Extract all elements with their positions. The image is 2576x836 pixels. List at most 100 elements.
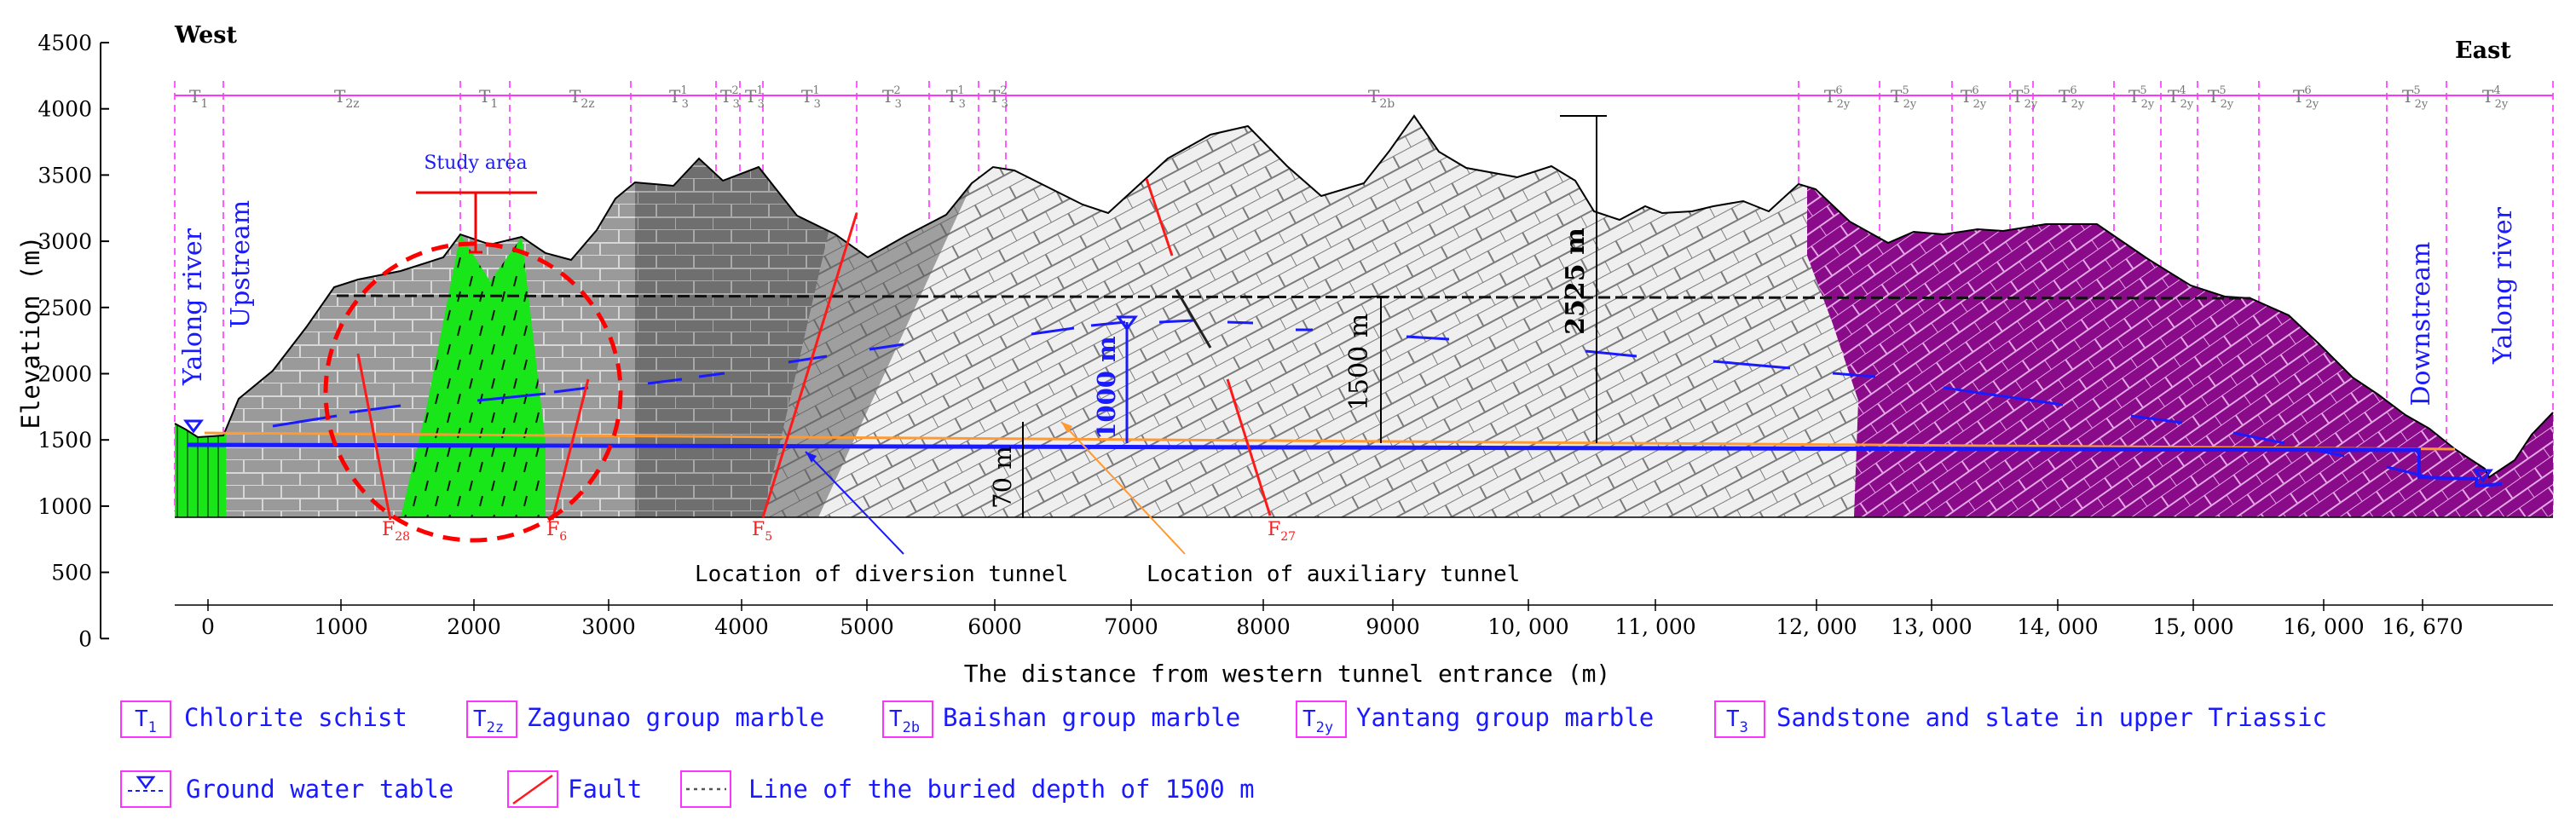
svg-text:T13: T1 3 — [669, 84, 689, 111]
svg-text:T13: T1 3 — [745, 84, 765, 111]
x-tick-label: 14, 000 — [2017, 614, 2098, 639]
y-tick-label: 2000 — [38, 362, 92, 387]
diversion-tunnel-line — [187, 442, 2422, 453]
legend-item-water-table: Ground water table — [120, 770, 453, 808]
diversion-tunnel-pointer — [805, 451, 904, 555]
t2y-label: T5 2y — [2208, 84, 2234, 111]
yalong-river-west-label: Yalong river — [178, 228, 208, 386]
study-area-marker — [416, 191, 537, 254]
x-tick-label: 5000 — [840, 614, 894, 639]
t2y-label: T6 2y — [1961, 84, 1987, 111]
x-tick-label: 7000 — [1104, 614, 1158, 639]
legend-item-1500m-line: Line of the buried depth of 1500 m — [680, 770, 1255, 808]
svg-text:T2b: T2b — [889, 706, 920, 736]
legend-item-t1: T1 Chlorite schist — [120, 701, 407, 738]
x-tick-label: 15, 000 — [2152, 614, 2233, 639]
depth-2525-marker — [1560, 115, 1607, 443]
svg-text:Baishan group marble: Baishan group marble — [943, 703, 1240, 732]
svg-text:T2z: T2z — [569, 86, 595, 111]
x-tick-label: 9000 — [1366, 614, 1420, 639]
svg-text:T1: T1 — [189, 86, 208, 111]
west-heading: West — [174, 22, 237, 49]
y-tick-label: 0 — [78, 626, 92, 651]
y-tick-label: 1000 — [38, 494, 92, 519]
y-tick-label: 4500 — [38, 31, 92, 55]
svg-text:T1: T1 — [479, 86, 498, 111]
t2y-label: T5 2y — [2012, 84, 2038, 111]
depth-2525-label: 2525 m — [1561, 228, 1591, 335]
auxiliary-tunnel-label: Location of auxiliary tunnel — [1146, 562, 1520, 587]
east-heading: East — [2455, 37, 2511, 64]
study-area-circle — [323, 241, 623, 543]
svg-text:Ground water table: Ground water table — [186, 775, 453, 804]
faults — [356, 178, 1272, 521]
legend-item-t3: T3 Sandstone and slate in upper Triassic — [1714, 701, 2327, 738]
depth-1500-marker — [1371, 296, 1389, 443]
x-tick-label: 1000 — [314, 614, 368, 639]
t2y-label: T5 2y — [2402, 84, 2429, 111]
x-tick-label: 3000 — [581, 614, 636, 639]
water-table-symbol-east — [2473, 469, 2493, 483]
y-axis: 4500 4000 3500 3000 2500 2000 1500 1000 500 0 — [38, 31, 109, 651]
y-tick-label: 3500 — [38, 163, 92, 187]
svg-text:T13: T1 3 — [801, 84, 821, 111]
yalong-river-east-label: Yalong river — [2488, 206, 2518, 365]
svg-text:T2y: T2y — [1302, 706, 1333, 736]
y-tick-label: 2500 — [38, 296, 92, 320]
depth-1000-marker — [1116, 315, 1138, 443]
t2y-label: T6 2y — [1824, 84, 1851, 111]
terrain-profile — [174, 114, 2554, 479]
x-tick-label: 16, 000 — [2283, 614, 2364, 639]
svg-text:Yantang group marble: Yantang group marble — [1356, 703, 1654, 732]
t2y-label: T5 2y — [2128, 84, 2155, 111]
x-tick-label: 16, 670 — [2382, 614, 2463, 639]
diversion-tunnel-label: Location of diversion tunnel — [695, 562, 1068, 587]
downstream-label: Downstream — [2406, 242, 2436, 406]
t2y-label: T4 2y — [2168, 84, 2194, 111]
svg-text:T2z: T2z — [334, 86, 360, 111]
y-tick-label: 1500 — [38, 428, 92, 453]
t2y-label: T4 2y — [2482, 84, 2509, 111]
t2y-stratum-labels: T6 2y T5 2y T6 2y T5 2y T6 2y T5 2y T4 2y T5 2y T6 2y T5 2y… — [1824, 84, 2509, 111]
svg-text:T23: T2 3 — [989, 84, 1008, 111]
svg-text:F6: F6 — [546, 519, 567, 544]
x-tick-label: 11, 000 — [1614, 614, 1695, 639]
x-tick-label: 10, 000 — [1487, 614, 1568, 639]
t2y-label: T6 2y — [2293, 84, 2319, 111]
legend-item-t2b: T2b Baishan group marble — [882, 701, 1240, 738]
svg-text:Sandstone and slate in upper T: Sandstone and slate in upper Triassic — [1776, 703, 2327, 732]
t2y-label: T5 2y — [1891, 84, 1917, 111]
y-axis-label: Elevation (m) — [16, 236, 45, 430]
y-tick-label: 500 — [51, 561, 92, 585]
svg-text:F28: F28 — [382, 519, 410, 544]
legend-item-t2y: T2y Yantang group marble — [1296, 701, 1654, 738]
svg-text:F5: F5 — [752, 519, 772, 544]
svg-text:T2z: T2z — [473, 706, 504, 736]
legend-item-fault: Fault — [507, 770, 642, 808]
x-axis: 0 1000 2000 3000 4000 5000 6000 7000 8000 9000 10,… — [175, 599, 2553, 639]
svg-text:T13: T1 3 — [946, 84, 966, 111]
y-tick-label: 4000 — [38, 97, 92, 122]
svg-text:T3: T3 — [1726, 706, 1748, 736]
t2y-purple-zone — [1807, 116, 2553, 517]
study-area-label: Study area — [424, 153, 527, 174]
t2y-label: T6 2y — [2059, 84, 2085, 111]
legend-item-t2z: T2z Zagunao group marble — [466, 701, 824, 738]
depth-1500-label: 1500 m — [1344, 314, 1374, 411]
svg-text:Zagunao group marble: Zagunao group marble — [527, 703, 824, 732]
svg-text:T23: T2 3 — [720, 84, 740, 111]
x-axis-label: The distance from western tunnel entranc… — [964, 660, 1611, 688]
x-tick-label: 2000 — [447, 614, 501, 639]
x-tick-label: 8000 — [1236, 614, 1291, 639]
stratum-labels: T1 T2z T1 T2z T1 3 T2 3 T1 3 T1 3 T2 3 T1 3 T2… — [189, 84, 1395, 111]
svg-text:T23: T2 3 — [882, 84, 902, 111]
legend: T1 Chlorite schist T2z Zagunao group mar… — [120, 701, 2327, 808]
downstream-outlet — [2417, 450, 2503, 488]
x-tick-label: 13, 000 — [1891, 614, 1972, 639]
svg-text:Fault: Fault — [568, 775, 642, 804]
water-table-symbol-west — [183, 419, 204, 434]
auxiliary-tunnel-line — [204, 431, 2456, 451]
fault-labels: F28 F6 F5 F27 — [382, 519, 1296, 544]
minor-fault-dark — [1175, 289, 1212, 349]
